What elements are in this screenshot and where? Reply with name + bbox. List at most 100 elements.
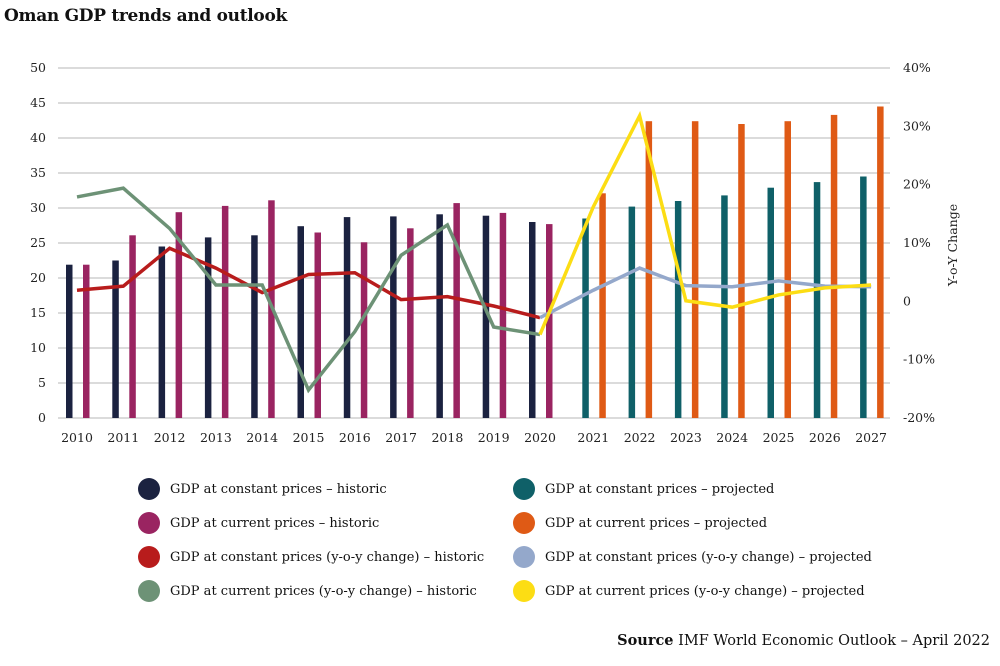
x-tick-label: 2019 — [478, 430, 510, 445]
y-right-tick-label: 10% — [903, 235, 931, 250]
y-right-tick-label: -20% — [903, 410, 935, 425]
source-note: Source IMF World Economic Outlook – Apri… — [617, 632, 990, 649]
bar-gdp-at-constant-prices-historic-2020 — [529, 222, 536, 418]
chart: 05101520253035404550-20%-10%010%20%30%40… — [30, 60, 960, 445]
bar-gdp-at-current-prices-projected-2024 — [738, 124, 745, 418]
y-left-tick-label: 10 — [30, 340, 46, 355]
y-right-tick-label: 40% — [903, 60, 931, 75]
x-tick-label: 2014 — [246, 430, 278, 445]
legend-label: GDP at current prices – historic — [170, 515, 380, 531]
bar-gdp-at-current-prices-projected-2023 — [691, 121, 699, 418]
legend-swatch-icon — [138, 546, 160, 568]
bar-gdp-at-constant-prices-historic-2011 — [112, 260, 119, 418]
bar-gdp-at-constant-prices-historic-2017 — [390, 216, 397, 418]
legend-swatch-icon — [138, 512, 160, 534]
x-tick-label: 2027 — [855, 430, 887, 445]
line-gdp-at-constant-prices-y-o-y-change-projected — [539, 266, 872, 320]
y-right-tick-label: -10% — [903, 352, 935, 367]
y-left-tick-label: 15 — [30, 305, 46, 320]
bar-gdp-at-current-prices-historic-2017 — [407, 228, 414, 418]
x-tick-label: 2016 — [339, 430, 371, 445]
x-tick-label: 2023 — [670, 430, 702, 445]
line-gdp-at-current-prices-y-o-y-change-historic — [76, 186, 541, 394]
bar-gdp-at-constant-prices-historic-2016 — [343, 217, 351, 418]
x-tick-label: 2013 — [200, 430, 232, 445]
legend-item: GDP at current prices (y-o-y change) – p… — [513, 580, 893, 602]
legend-label: GDP at current prices – projected — [545, 515, 768, 531]
x-tick-label: 2018 — [431, 430, 463, 445]
legend-item: GDP at current prices (y-o-y change) – h… — [138, 580, 513, 602]
y-left-tick-label: 45 — [30, 95, 46, 110]
y-right-axis-label: Y-o-Y Change — [945, 204, 960, 287]
bar-gdp-at-current-prices-historic-2019 — [499, 212, 507, 418]
bar-gdp-at-current-prices-historic-2011 — [129, 235, 136, 418]
bar-gdp-at-current-prices-historic-2013 — [221, 205, 229, 418]
y-left-tick-label: 35 — [30, 165, 46, 180]
legend-item: GDP at constant prices (y-o-y change) – … — [138, 546, 513, 568]
x-tick-label: 2017 — [385, 430, 417, 445]
x-tick-label: 2020 — [524, 430, 556, 445]
source-label: Source — [617, 632, 674, 649]
bar-gdp-at-constant-prices-historic-2019 — [482, 215, 490, 418]
legend-swatch-icon — [513, 512, 535, 534]
legend-swatch-icon — [513, 580, 535, 602]
bar-gdp-at-constant-prices-projected-2023 — [674, 201, 682, 418]
x-tick-label: 2026 — [809, 430, 841, 445]
legend-label: GDP at constant prices – projected — [545, 481, 775, 497]
x-tick-label: 2025 — [763, 430, 795, 445]
legend-item: GDP at constant prices – historic — [138, 478, 513, 500]
legend-swatch-icon — [138, 478, 160, 500]
bar-gdp-at-current-prices-projected-2026 — [830, 114, 838, 419]
y-left-tick-label: 0 — [38, 410, 46, 425]
bar-gdp-at-constant-prices-historic-2010 — [66, 264, 73, 418]
legend-swatch-icon — [513, 546, 535, 568]
bar-gdp-at-constant-prices-historic-2013 — [204, 237, 212, 418]
bar-gdp-at-constant-prices-historic-2014 — [251, 235, 258, 418]
bar-gdp-at-constant-prices-projected-2021 — [582, 218, 589, 418]
x-tick-label: 2011 — [107, 430, 139, 445]
y-left-tick-label: 30 — [30, 200, 46, 215]
bar-gdp-at-constant-prices-historic-2018 — [436, 214, 443, 418]
bar-gdp-at-current-prices-projected-2022 — [645, 121, 653, 418]
x-tick-label: 2021 — [577, 430, 609, 445]
legend-label: GDP at constant prices (y-o-y change) – … — [170, 549, 485, 565]
legend-label: GDP at constant prices – historic — [170, 481, 387, 497]
y-left-tick-label: 5 — [38, 375, 46, 390]
line-gdp-at-current-prices-y-o-y-change-projected — [538, 110, 872, 336]
bar-gdp-at-current-prices-historic-2012 — [175, 212, 183, 418]
legend-label: GDP at constant prices (y-o-y change) – … — [545, 549, 872, 565]
x-tick-label: 2010 — [61, 430, 93, 445]
legend-item: GDP at constant prices (y-o-y change) – … — [513, 546, 893, 568]
x-tick-label: 2022 — [624, 430, 656, 445]
legend-item: GDP at constant prices – projected — [513, 478, 893, 500]
bar-gdp-at-current-prices-historic-2018 — [453, 203, 460, 418]
x-tick-label: 2012 — [154, 430, 186, 445]
y-left-tick-label: 20 — [30, 270, 46, 285]
legend-label: GDP at current prices (y-o-y change) – h… — [170, 583, 477, 599]
chart-title: Oman GDP trends and outlook — [4, 6, 287, 26]
x-tick-label: 2015 — [293, 430, 325, 445]
source-text: IMF World Economic Outlook – April 2022 — [678, 633, 990, 649]
bar-gdp-at-constant-prices-projected-2025 — [767, 187, 774, 418]
y-left-tick-label: 40 — [30, 130, 46, 145]
legend: GDP at constant prices – historic GDP at … — [138, 478, 893, 602]
bar-gdp-at-constant-prices-historic-2015 — [297, 226, 304, 418]
legend-item: GDP at current prices – projected — [513, 512, 893, 534]
bar-gdp-at-current-prices-projected-2027 — [877, 106, 884, 418]
legend-label: GDP at current prices (y-o-y change) – p… — [545, 583, 865, 599]
y-left-tick-label: 50 — [30, 60, 46, 75]
bar-gdp-at-constant-prices-projected-2022 — [628, 206, 636, 418]
bar-gdp-at-constant-prices-projected-2027 — [860, 176, 867, 418]
bar-gdp-at-current-prices-historic-2015 — [314, 232, 321, 418]
bar-gdp-at-constant-prices-projected-2026 — [813, 182, 821, 418]
y-right-tick-label: 0 — [903, 293, 911, 308]
legend-swatch-icon — [138, 580, 160, 602]
x-tick-label: 2024 — [716, 430, 748, 445]
bar-gdp-at-current-prices-projected-2025 — [784, 121, 791, 418]
bar-gdp-at-current-prices-historic-2016 — [360, 242, 368, 418]
legend-item: GDP at current prices – historic — [138, 512, 513, 534]
y-left-tick-label: 25 — [30, 235, 46, 250]
legend-swatch-icon — [513, 478, 535, 500]
bar-gdp-at-current-prices-projected-2021 — [599, 193, 606, 418]
y-right-tick-label: 20% — [903, 177, 931, 192]
